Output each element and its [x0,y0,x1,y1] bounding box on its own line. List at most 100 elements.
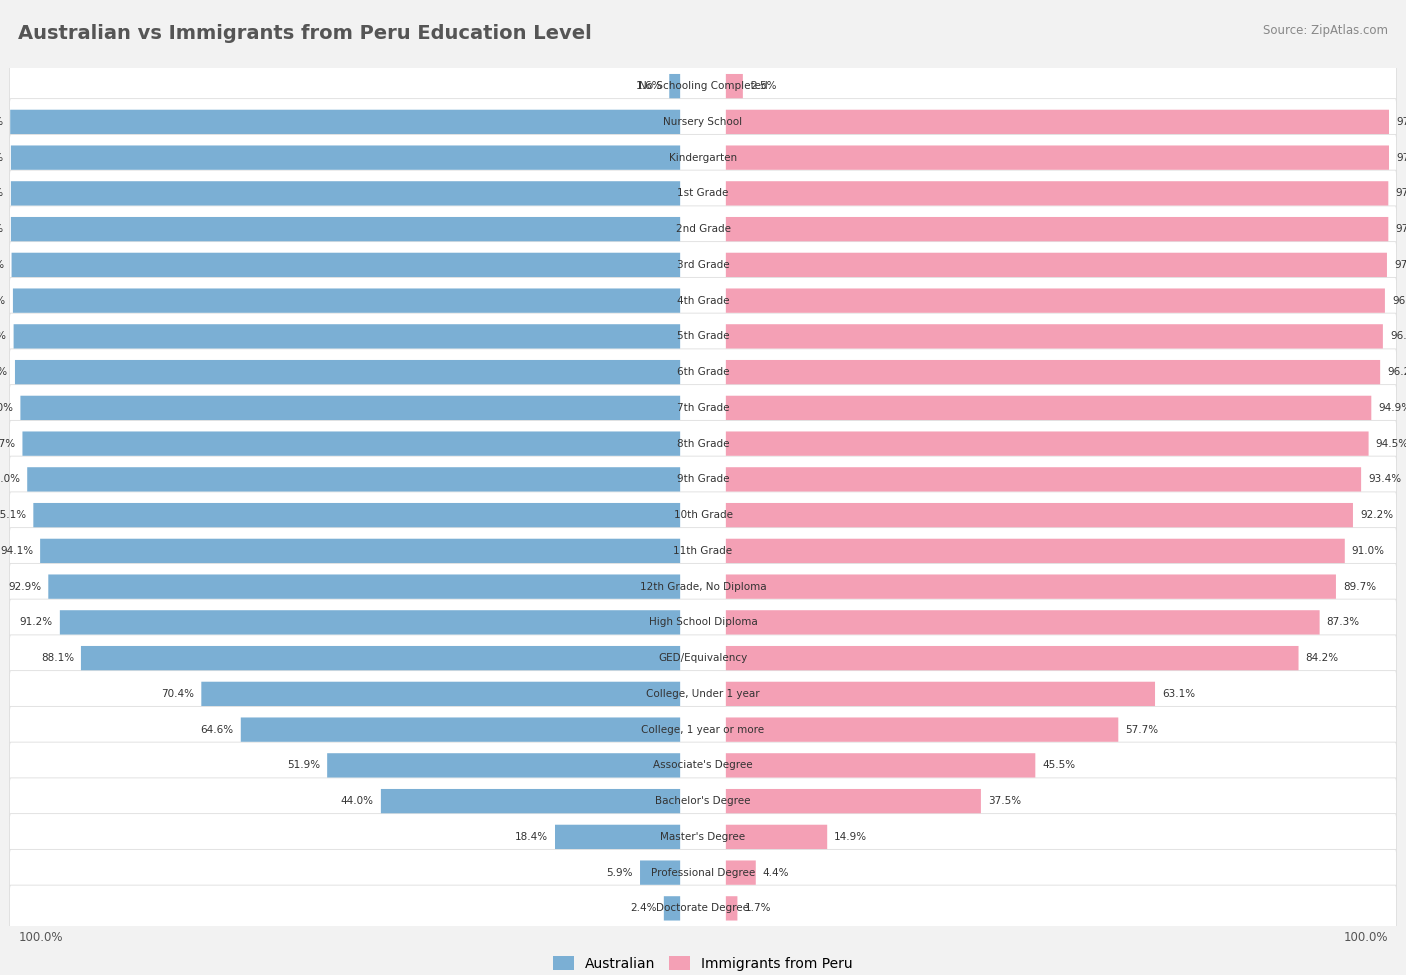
Text: 63.1%: 63.1% [1161,689,1195,699]
FancyBboxPatch shape [725,789,981,813]
Text: GED/Equivalency: GED/Equivalency [658,653,748,663]
Text: 100.0%: 100.0% [18,931,63,945]
Text: 97.8%: 97.8% [0,368,8,377]
Text: 70.4%: 70.4% [162,689,194,699]
FancyBboxPatch shape [328,754,681,777]
Text: Source: ZipAtlas.com: Source: ZipAtlas.com [1263,24,1388,37]
FancyBboxPatch shape [10,635,1396,682]
Text: 5.9%: 5.9% [606,868,633,878]
Text: 95.1%: 95.1% [0,510,27,520]
FancyBboxPatch shape [48,574,681,599]
FancyBboxPatch shape [201,682,681,706]
Text: 3rd Grade: 3rd Grade [676,260,730,270]
FancyBboxPatch shape [10,671,1396,718]
Text: 5th Grade: 5th Grade [676,332,730,341]
Text: 64.6%: 64.6% [201,724,233,734]
Text: 94.5%: 94.5% [1375,439,1406,448]
Text: 44.0%: 44.0% [340,797,374,806]
Text: Associate's Degree: Associate's Degree [654,760,752,770]
FancyBboxPatch shape [725,718,1118,742]
Text: 1.7%: 1.7% [744,904,770,914]
FancyBboxPatch shape [725,754,1035,777]
Text: 6th Grade: 6th Grade [676,368,730,377]
Text: 10th Grade: 10th Grade [673,510,733,520]
FancyBboxPatch shape [10,491,1396,538]
FancyBboxPatch shape [725,325,1384,348]
Text: 96.6%: 96.6% [1391,332,1406,341]
FancyBboxPatch shape [10,170,1396,216]
FancyBboxPatch shape [725,217,1388,241]
Text: 96.9%: 96.9% [1392,295,1406,305]
FancyBboxPatch shape [725,110,1389,134]
Text: 98.4%: 98.4% [0,153,4,163]
Text: 84.2%: 84.2% [1306,653,1339,663]
Text: Professional Degree: Professional Degree [651,868,755,878]
Text: 88.1%: 88.1% [41,653,75,663]
FancyBboxPatch shape [10,62,1396,109]
FancyBboxPatch shape [10,313,1396,360]
FancyBboxPatch shape [555,825,681,849]
Legend: Australian, Immigrants from Peru: Australian, Immigrants from Peru [553,956,853,971]
FancyBboxPatch shape [10,242,1396,289]
Text: 94.9%: 94.9% [1378,403,1406,412]
Text: Master's Degree: Master's Degree [661,832,745,841]
Text: 1st Grade: 1st Grade [678,188,728,198]
Text: 7th Grade: 7th Grade [676,403,730,412]
FancyBboxPatch shape [11,181,681,206]
Text: 8th Grade: 8th Grade [676,439,730,448]
FancyBboxPatch shape [725,682,1154,706]
FancyBboxPatch shape [640,861,681,884]
FancyBboxPatch shape [10,135,1396,181]
FancyBboxPatch shape [669,74,681,98]
FancyBboxPatch shape [10,420,1396,467]
Text: 92.2%: 92.2% [1360,510,1393,520]
FancyBboxPatch shape [725,181,1388,206]
Text: No Schooling Completed: No Schooling Completed [638,81,768,91]
Text: 98.3%: 98.3% [0,260,4,270]
FancyBboxPatch shape [725,646,1299,670]
FancyBboxPatch shape [10,527,1396,574]
FancyBboxPatch shape [725,896,737,920]
FancyBboxPatch shape [725,861,756,884]
FancyBboxPatch shape [13,289,681,313]
FancyBboxPatch shape [10,706,1396,753]
FancyBboxPatch shape [725,574,1336,599]
FancyBboxPatch shape [10,206,1396,253]
Text: 18.4%: 18.4% [515,832,548,841]
FancyBboxPatch shape [725,253,1386,277]
Text: 91.2%: 91.2% [20,617,53,627]
Text: Bachelor's Degree: Bachelor's Degree [655,797,751,806]
Text: College, 1 year or more: College, 1 year or more [641,724,765,734]
Text: 96.7%: 96.7% [0,439,15,448]
Text: 93.4%: 93.4% [1368,475,1402,485]
FancyBboxPatch shape [10,384,1396,431]
Text: College, Under 1 year: College, Under 1 year [647,689,759,699]
Text: 11th Grade: 11th Grade [673,546,733,556]
FancyBboxPatch shape [14,325,681,348]
FancyBboxPatch shape [10,742,1396,789]
Text: Nursery School: Nursery School [664,117,742,127]
Text: 91.0%: 91.0% [1351,546,1385,556]
Text: 2.4%: 2.4% [630,904,657,914]
FancyBboxPatch shape [725,467,1361,491]
Text: 96.2%: 96.2% [1388,368,1406,377]
Text: 89.7%: 89.7% [1343,582,1376,592]
Text: 4.4%: 4.4% [763,868,789,878]
FancyBboxPatch shape [21,396,681,420]
FancyBboxPatch shape [22,432,681,455]
Text: 87.3%: 87.3% [1327,617,1360,627]
Text: Australian vs Immigrants from Peru Education Level: Australian vs Immigrants from Peru Educa… [18,24,592,43]
Text: 98.4%: 98.4% [0,188,4,198]
FancyBboxPatch shape [725,503,1353,527]
Text: 97.4%: 97.4% [1395,188,1406,198]
FancyBboxPatch shape [11,217,681,241]
FancyBboxPatch shape [41,539,681,563]
FancyBboxPatch shape [15,360,681,384]
FancyBboxPatch shape [725,360,1381,384]
FancyBboxPatch shape [10,778,1396,825]
Text: 1.6%: 1.6% [636,81,662,91]
Text: 100.0%: 100.0% [1343,931,1388,945]
Text: 94.1%: 94.1% [0,546,34,556]
Text: 2nd Grade: 2nd Grade [675,224,731,234]
FancyBboxPatch shape [10,564,1396,610]
